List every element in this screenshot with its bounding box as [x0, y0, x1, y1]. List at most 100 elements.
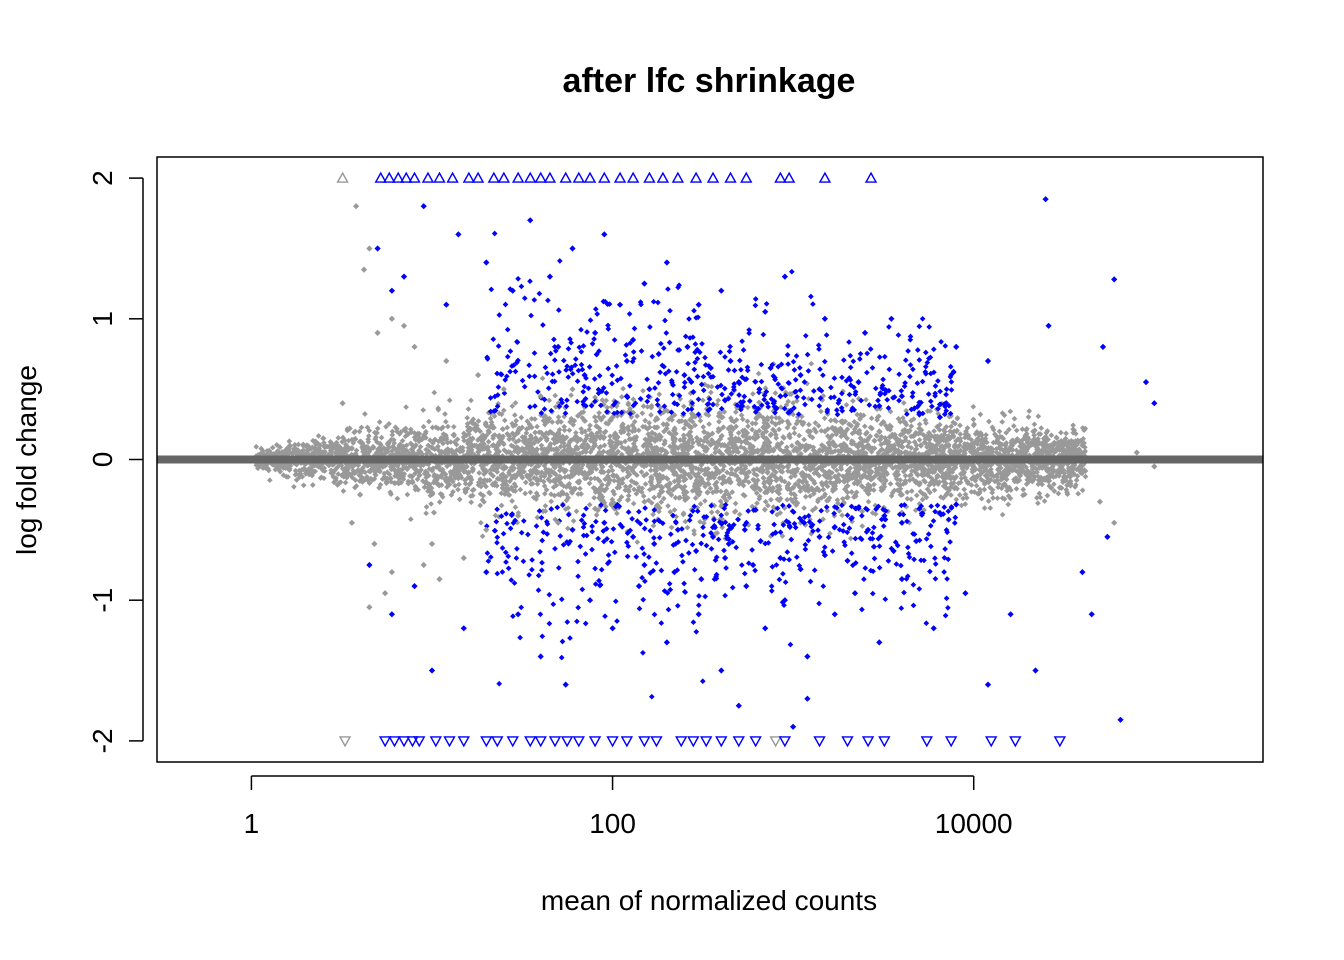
data-point [552, 392, 559, 399]
data-point [706, 421, 712, 427]
data-point [1063, 430, 1069, 437]
data-point [315, 433, 322, 439]
data-point [650, 522, 657, 529]
data-point [522, 490, 529, 497]
data-point [445, 423, 451, 430]
data-point [1048, 432, 1055, 439]
data-point [987, 505, 994, 511]
data-point [844, 494, 850, 501]
data-point [715, 397, 722, 404]
data-point [820, 486, 827, 493]
data-point [634, 539, 641, 545]
data-point [522, 479, 529, 486]
data-point [603, 397, 610, 404]
data-point [1010, 423, 1017, 429]
data-point [732, 409, 739, 415]
data-point [697, 417, 704, 424]
data-point [843, 402, 850, 408]
data-point [548, 498, 555, 505]
data-point [1058, 429, 1064, 436]
chart-title: after lfc shrinkage [563, 62, 856, 100]
data-point [796, 432, 803, 439]
data-point [468, 397, 474, 404]
data-point [591, 414, 598, 420]
data-point [593, 512, 600, 518]
data-point [1041, 498, 1048, 504]
data-point [554, 419, 561, 426]
data-point [423, 504, 430, 510]
data-point [999, 511, 1006, 518]
data-point [1037, 494, 1044, 501]
data-point [651, 494, 658, 501]
data-point [752, 420, 759, 427]
data-point [468, 499, 475, 506]
data-point [996, 428, 1003, 435]
data-point [539, 375, 546, 382]
data-point [546, 397, 553, 404]
data-point [650, 511, 656, 518]
data-point [847, 535, 854, 542]
data-point [918, 442, 924, 448]
data-point [565, 505, 571, 511]
data-point [801, 505, 807, 511]
data-point [697, 501, 704, 507]
data-point [818, 408, 824, 415]
data-point [404, 491, 411, 498]
data-point [978, 495, 985, 502]
data-point [656, 391, 663, 398]
data-point [561, 423, 568, 430]
data-point [300, 482, 307, 489]
data-point [723, 510, 730, 517]
data-point [1005, 501, 1012, 508]
data-point [587, 422, 593, 429]
data-point [844, 483, 851, 489]
data-point [1025, 414, 1032, 420]
data-point [431, 389, 438, 396]
data-point [450, 423, 457, 430]
data-point [871, 438, 878, 444]
data-point [1044, 492, 1051, 499]
data-point [442, 411, 448, 417]
data-point [691, 531, 698, 537]
data-point [618, 394, 625, 400]
data-point [374, 425, 381, 432]
data-point [1073, 477, 1080, 484]
data-point [714, 509, 721, 515]
data-point [749, 420, 756, 427]
data-point [887, 480, 894, 487]
data-point [1070, 422, 1076, 429]
data-point [435, 405, 442, 412]
data-point [286, 438, 293, 445]
data-point [854, 411, 861, 418]
data-point [568, 392, 574, 399]
data-point [607, 433, 613, 440]
data-point [762, 498, 769, 505]
data-point [253, 443, 260, 450]
data-point [808, 360, 815, 367]
data-point [861, 423, 868, 430]
data-point [389, 432, 396, 438]
data-point [957, 422, 963, 429]
data-point [573, 508, 580, 515]
data-point [542, 503, 549, 509]
data-point [785, 398, 792, 405]
data-point [897, 477, 904, 483]
data-point [552, 404, 559, 410]
data-point [407, 516, 414, 523]
data-point [801, 436, 807, 443]
data-point [791, 430, 798, 437]
data-point [981, 505, 988, 511]
data-point [738, 412, 745, 419]
data-point [891, 487, 898, 494]
data-point [648, 500, 655, 506]
data-point [291, 483, 297, 490]
data-point [1007, 408, 1014, 415]
data-point [499, 426, 506, 432]
data-point [684, 524, 691, 531]
data-point [456, 496, 463, 503]
data-point [1031, 421, 1038, 428]
data-point [717, 488, 724, 495]
data-point [403, 404, 409, 410]
data-point [543, 486, 550, 493]
data-point [640, 403, 647, 410]
